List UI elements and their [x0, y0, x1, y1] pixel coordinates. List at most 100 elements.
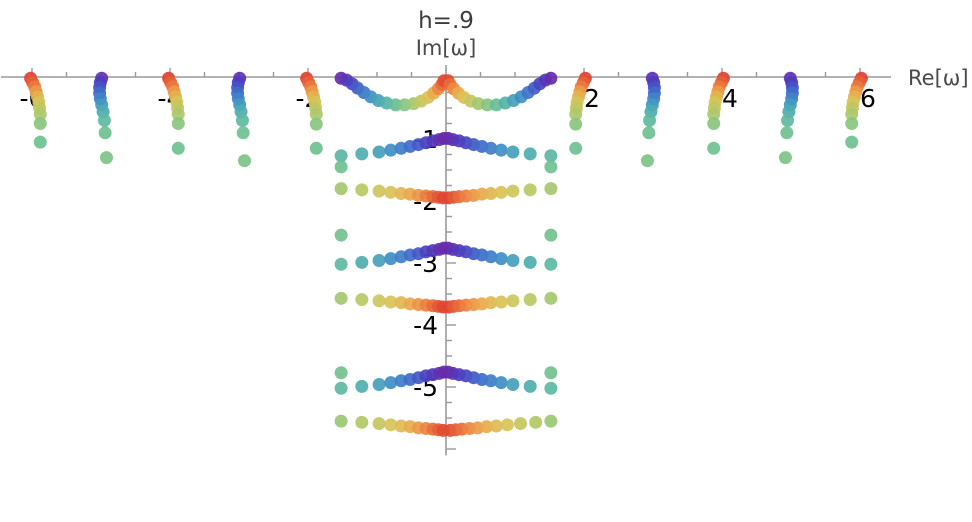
data-point — [355, 379, 369, 393]
series-hook-m5-blue — [93, 71, 114, 165]
data-point — [544, 71, 558, 85]
data-point — [384, 252, 398, 266]
data-point — [97, 113, 111, 127]
data-point — [640, 154, 654, 168]
data-point — [523, 183, 537, 197]
data-point — [33, 135, 47, 149]
series-row-green-iso-1 — [334, 160, 558, 174]
series-row-green-iso-3 — [334, 366, 558, 380]
data-point — [569, 117, 583, 131]
data-point — [506, 294, 520, 308]
series-row-blue-3 — [334, 241, 558, 271]
data-point — [514, 417, 528, 431]
data-point — [334, 414, 348, 428]
data-point — [236, 126, 250, 140]
series-row-blue-5 — [334, 365, 558, 395]
data-point — [372, 145, 386, 159]
data-point — [334, 182, 348, 196]
data-point — [355, 255, 369, 269]
data-point — [544, 149, 558, 163]
data-point — [569, 141, 583, 155]
data-point — [309, 107, 323, 121]
data-point — [309, 141, 323, 155]
data-point — [171, 107, 185, 121]
data-point — [707, 117, 721, 130]
data-point — [523, 255, 537, 269]
data-point — [384, 185, 398, 199]
data-point — [372, 254, 386, 268]
data-point — [544, 228, 558, 242]
series-hook-p4-red — [707, 71, 730, 155]
data-point — [355, 183, 369, 197]
data-point — [334, 381, 348, 395]
data-point — [334, 366, 348, 380]
data-point — [372, 184, 386, 198]
data-point — [372, 417, 386, 431]
data-point — [523, 379, 537, 393]
data-point — [544, 414, 558, 428]
data-point — [500, 418, 514, 432]
data-point — [484, 187, 498, 201]
data-point — [845, 117, 859, 130]
x-axis-tick-label: 4 — [722, 84, 738, 113]
data-point — [544, 160, 558, 174]
data-point — [384, 418, 398, 432]
data-point — [707, 141, 721, 155]
data-point — [523, 147, 537, 161]
data-point — [384, 143, 398, 157]
data-point — [523, 293, 537, 307]
series-hook-p2-red — [569, 71, 592, 155]
data-point — [778, 151, 792, 165]
series-hook-p5-blue — [778, 71, 799, 165]
data-point — [334, 160, 348, 174]
data-point — [781, 113, 795, 127]
data-point — [494, 376, 508, 390]
data-point — [780, 126, 794, 140]
series-hook-m6-red — [24, 71, 47, 149]
data-point — [171, 117, 185, 130]
series-hook-m2-red — [300, 71, 323, 155]
data-point — [569, 107, 583, 121]
data-point — [334, 291, 348, 305]
data-point — [494, 185, 508, 199]
data-points-layer — [24, 71, 868, 437]
series-hook-p3-blue — [640, 71, 661, 168]
data-point — [845, 135, 859, 149]
series-hook-m3-blue — [231, 71, 252, 168]
data-point — [355, 415, 369, 429]
data-point — [372, 378, 386, 392]
axes-layer: -6-4-2246-1-2-3-4-5 — [0, 65, 892, 456]
data-point — [33, 107, 47, 121]
data-point — [372, 294, 386, 308]
data-point — [171, 141, 185, 155]
data-point — [98, 126, 112, 140]
x-axis-tick-label: 2 — [584, 84, 600, 113]
data-point — [845, 107, 859, 121]
data-point — [389, 98, 403, 112]
series-central-arc-row-0 — [334, 71, 558, 112]
data-point — [544, 291, 558, 305]
data-point — [33, 117, 47, 130]
data-point — [544, 381, 558, 395]
series-row-red-6 — [334, 414, 558, 437]
series-row-green-iso-2 — [334, 228, 558, 242]
data-point — [484, 250, 498, 264]
data-point — [544, 366, 558, 380]
data-point — [355, 293, 369, 307]
data-point — [506, 378, 520, 392]
data-point — [544, 182, 558, 196]
data-point — [494, 295, 508, 309]
series-row-blue-1 — [334, 131, 558, 163]
data-point — [529, 415, 543, 429]
data-point — [707, 107, 721, 121]
data-point — [506, 254, 520, 268]
y-axis-tick-label: -4 — [413, 311, 438, 340]
series-hook-m4-red — [162, 71, 185, 155]
data-point — [484, 374, 498, 388]
axis-labels-layer: h=.9 Im[ω] Re[ω] — [416, 8, 969, 90]
data-point — [642, 126, 656, 140]
data-point — [238, 154, 252, 168]
x-axis-label: Re[ω] — [908, 66, 969, 90]
